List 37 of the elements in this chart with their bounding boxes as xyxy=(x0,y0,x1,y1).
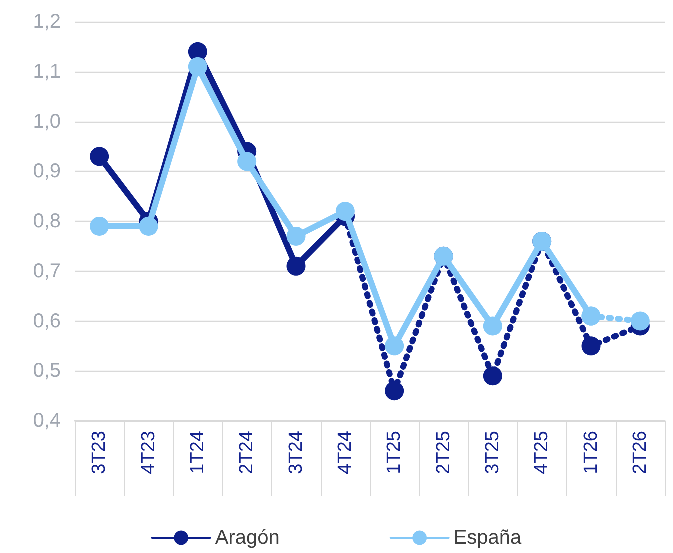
point xyxy=(286,256,306,276)
x-tick-label: 3T25 xyxy=(482,431,504,474)
y-tick-label: 1,0 xyxy=(33,110,61,133)
point xyxy=(385,382,404,401)
x-tick-label: 2T26 xyxy=(630,431,651,474)
y-tick-label: 0,7 xyxy=(33,260,61,282)
y-tick-label: 1,1 xyxy=(33,60,61,83)
point xyxy=(336,202,355,222)
y-tick-label: 0,9 xyxy=(33,160,61,183)
point xyxy=(139,216,158,236)
point xyxy=(90,147,110,166)
point xyxy=(582,336,601,356)
point xyxy=(286,226,306,246)
point xyxy=(630,312,650,331)
point xyxy=(238,152,257,172)
point xyxy=(385,336,404,356)
y-tick-label: 1,2 xyxy=(33,11,61,33)
x-tick-label: 2T24 xyxy=(236,430,258,474)
point xyxy=(188,57,208,76)
legend-label: España xyxy=(454,527,523,549)
y-tick-label: 0,8 xyxy=(33,210,61,232)
y-tick-label: 0,6 xyxy=(33,310,61,332)
x-tick-label: 4T23 xyxy=(138,431,160,474)
point xyxy=(90,216,110,236)
x-tick-label: 1T26 xyxy=(580,431,602,474)
x-tick-label: 1T25 xyxy=(384,431,406,474)
point xyxy=(483,366,502,386)
x-tick-label: 3T24 xyxy=(286,430,307,474)
point xyxy=(483,316,502,336)
x-tick-label: 3T23 xyxy=(89,431,110,474)
x-tick-label: 4T25 xyxy=(532,431,553,474)
y-tick-label: 0,5 xyxy=(33,360,61,382)
legend-label: Aragón xyxy=(215,527,280,549)
x-tick-label: 4T24 xyxy=(334,430,356,474)
x-tick-label: 2T25 xyxy=(433,431,454,474)
y-tick-label: 0,4 xyxy=(33,410,61,432)
x-tick-label: 1T24 xyxy=(187,430,208,474)
